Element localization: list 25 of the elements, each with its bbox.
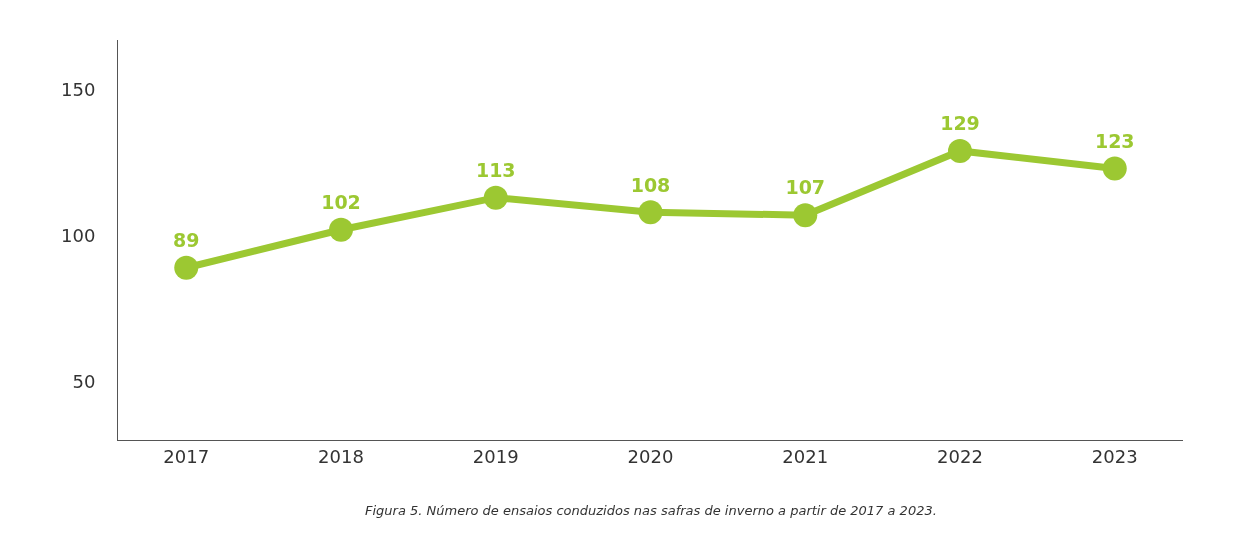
point — [638, 200, 663, 225]
data-label: 113 — [475, 158, 516, 181]
text: Figura 5. Número de ensaios conduzidos nas safras de inverno a partir de 2017 a 2023. — [365, 503, 937, 518]
data-label: 108 — [630, 173, 671, 196]
data-label: 107 — [785, 176, 826, 199]
point — [793, 203, 818, 228]
data-label: 89 — [173, 228, 200, 251]
data-label: 129 — [940, 112, 980, 135]
y-tick-label: 100 — [61, 224, 96, 246]
x-tick-label: 2022 — [937, 445, 983, 467]
x-tick-label: 2018 — [318, 445, 364, 467]
x-tick-label: 2023 — [1091, 445, 1138, 467]
x-tick-label: 2017 — [163, 445, 210, 467]
point — [1102, 156, 1127, 181]
point — [174, 255, 199, 280]
x-tick-label: 2021 — [782, 445, 829, 467]
y-tick-label: 50 — [72, 370, 96, 392]
x-tick-label: 2019 — [472, 445, 519, 467]
y-tick-label: 150 — [61, 78, 96, 100]
data-label: 102 — [321, 191, 361, 214]
point — [329, 217, 353, 242]
point — [948, 138, 972, 163]
data-label: 123 — [1094, 129, 1135, 152]
point — [483, 185, 508, 210]
x-tick-label: 2020 — [627, 445, 674, 467]
